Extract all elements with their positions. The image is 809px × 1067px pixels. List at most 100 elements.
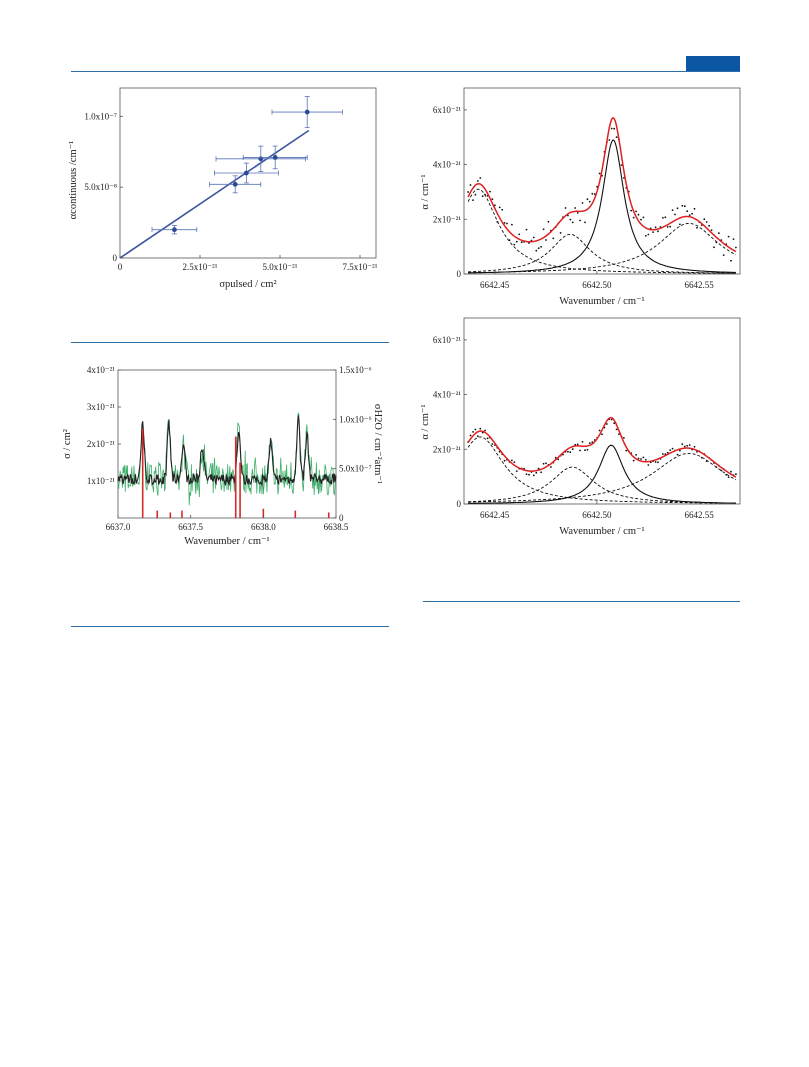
data-point <box>679 449 681 452</box>
data-point <box>664 216 667 219</box>
data-point <box>610 127 613 130</box>
data-point <box>537 467 540 470</box>
data-point <box>693 207 696 210</box>
data-point <box>700 456 703 459</box>
y-tick-label: 4x10⁻²¹ <box>433 160 461 170</box>
data-point <box>620 164 623 166</box>
data-point <box>632 459 635 462</box>
component-profile <box>468 466 736 504</box>
data-point <box>479 177 482 179</box>
data-point <box>654 226 657 229</box>
y-tick-label-left: 3x10⁻²¹ <box>87 402 115 412</box>
data-point <box>657 230 659 233</box>
data-point <box>550 466 552 468</box>
figure-cross-section-spectrum: 6637.0 6637.5 6638.0 6638.5 1x10⁻²¹ 2x10⁻²¹ 3… <box>62 365 383 547</box>
data-point <box>557 458 560 461</box>
data-point <box>666 451 669 454</box>
data-point <box>535 249 538 252</box>
fit-curve <box>467 116 737 253</box>
data-point <box>606 423 608 425</box>
data-point <box>244 170 249 176</box>
data-point <box>696 226 698 229</box>
data-point <box>576 212 579 214</box>
data-point <box>647 464 650 466</box>
y-axis-label: α / cm⁻¹ <box>420 404 431 439</box>
data-point <box>710 229 713 232</box>
y-tick-label: 0 <box>113 253 118 263</box>
data-point <box>579 219 581 222</box>
component-profile <box>468 139 736 274</box>
data-point <box>730 259 732 262</box>
fit-line <box>119 129 310 259</box>
data-point <box>715 241 718 244</box>
data-point <box>674 213 676 216</box>
data-point <box>484 193 486 196</box>
x-tick-label: 6638.0 <box>251 522 276 532</box>
data-point <box>552 237 555 240</box>
data-point <box>593 193 596 195</box>
y-tick-label: 2x10⁻²¹ <box>433 444 461 454</box>
y-tick-label-right: 0 <box>339 513 344 523</box>
header-rule <box>71 71 740 72</box>
data-point <box>630 209 633 212</box>
data-point <box>503 222 506 224</box>
data-point <box>693 445 696 448</box>
y-axis-label-left: σ / cm² <box>62 429 73 459</box>
data-point <box>542 462 545 465</box>
data-point <box>469 184 472 186</box>
data-point <box>686 444 689 447</box>
x-tick-label: 6637.5 <box>178 522 203 532</box>
x-axis-label: Wavenumber / cm⁻¹ <box>559 526 644 537</box>
data-point <box>688 444 691 446</box>
data-point <box>635 454 637 456</box>
data-point <box>705 460 708 462</box>
data-point <box>584 449 586 452</box>
data-point <box>588 442 591 444</box>
data-point <box>713 246 715 249</box>
data-point <box>545 239 547 241</box>
data-point <box>486 437 489 440</box>
data-point <box>579 449 581 452</box>
data-point <box>494 204 496 207</box>
data-point <box>545 462 547 465</box>
x-tick-label: 6637.0 <box>106 522 131 532</box>
plot-frame <box>119 87 377 259</box>
data-point <box>479 427 482 430</box>
data-point <box>669 449 672 451</box>
data-point <box>708 224 710 227</box>
y-axis-label-right: σH2O / cm⁻²atm⁻¹ <box>372 404 383 484</box>
data-point <box>574 207 577 209</box>
data-point <box>691 212 693 215</box>
data-point <box>525 228 528 231</box>
x-tick-label: 6642.50 <box>582 280 612 290</box>
component-profile <box>468 222 737 274</box>
x-tick-label: 6642.50 <box>582 510 612 520</box>
data-point <box>671 209 674 211</box>
data-point <box>601 433 603 436</box>
data-point <box>732 238 735 241</box>
data-point <box>569 218 572 221</box>
data-point <box>581 441 584 443</box>
data-point <box>671 447 674 450</box>
data-point <box>666 226 669 228</box>
x-tick-label: 2.5x10⁻²¹ <box>183 262 218 272</box>
plot-frame <box>117 369 337 519</box>
data-point <box>598 429 601 432</box>
data-point <box>662 453 664 455</box>
x-axis-label: Wavenumber / cm⁻¹ <box>559 296 644 307</box>
data-point <box>676 207 679 210</box>
data-point <box>625 449 628 452</box>
x-tick-label: 7.5x10⁻²¹ <box>343 262 378 272</box>
data-point <box>642 216 645 219</box>
x-tick-label: 6638.5 <box>324 522 349 532</box>
data-point <box>503 459 506 462</box>
data-point <box>669 225 672 228</box>
data-point <box>554 456 557 459</box>
data-point <box>496 221 499 223</box>
data-point <box>640 458 642 460</box>
data-point <box>481 195 484 198</box>
data-point <box>683 205 686 208</box>
data-point <box>608 139 611 141</box>
y-tick-label-left: 2x10⁻²¹ <box>87 439 115 449</box>
data-point <box>528 473 530 476</box>
